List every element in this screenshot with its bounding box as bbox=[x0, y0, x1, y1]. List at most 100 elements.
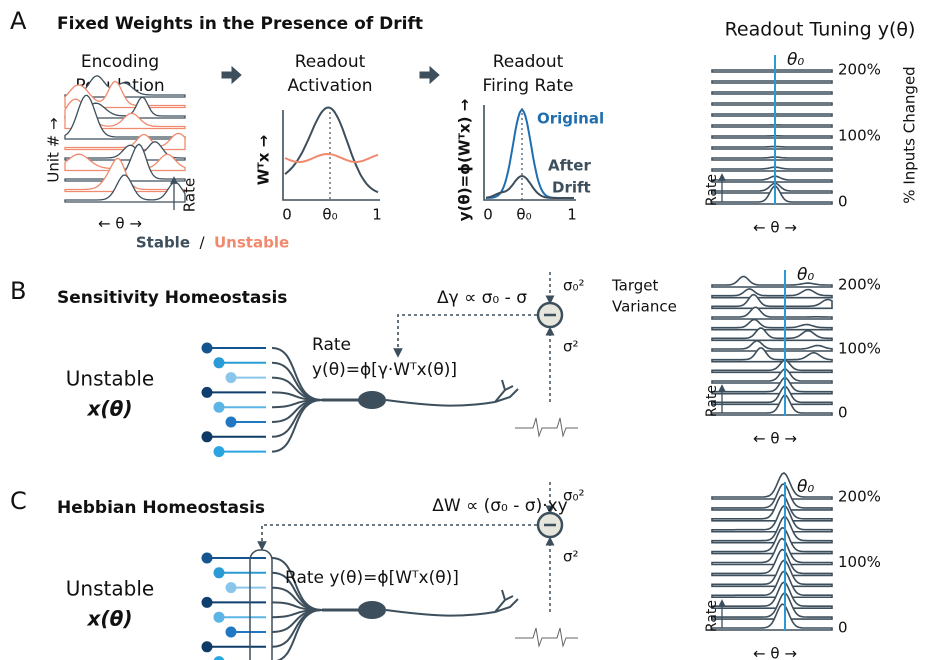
label: Δγ ∝ σ₀ - σ bbox=[437, 288, 527, 308]
x-tick-label: 1 bbox=[372, 206, 382, 224]
x-tick-label: θ₀ bbox=[516, 206, 531, 224]
panel-letter: A bbox=[10, 7, 27, 35]
tuning-curve bbox=[712, 136, 832, 138]
flow-arrow bbox=[420, 67, 439, 83]
tuning-curve bbox=[712, 387, 832, 405]
tuning-curve bbox=[712, 289, 832, 298]
input-node bbox=[226, 627, 237, 638]
tuning-curve bbox=[712, 114, 832, 116]
x-tick-label: 0 bbox=[483, 206, 493, 224]
label: Drift bbox=[552, 179, 591, 197]
label: Rate bbox=[704, 385, 720, 417]
level-label: 100% bbox=[838, 340, 881, 358]
tuning-curve bbox=[712, 70, 832, 72]
tuning-curve bbox=[712, 81, 832, 83]
input-node bbox=[214, 612, 225, 623]
input-node bbox=[202, 431, 213, 442]
label: θ₀ bbox=[797, 265, 814, 285]
input-node bbox=[214, 567, 225, 578]
spike-train bbox=[515, 628, 578, 646]
level-label: 0 bbox=[838, 404, 848, 422]
input-node bbox=[202, 343, 213, 354]
label: Rate bbox=[312, 335, 351, 355]
x-tick-label: θ₀ bbox=[322, 206, 337, 224]
label: ΔW ∝ (σ₀ - σ)·xy bbox=[432, 496, 568, 516]
input-node bbox=[226, 372, 237, 383]
x-tick-label: 0 bbox=[282, 206, 292, 224]
label: σ² bbox=[563, 548, 579, 566]
soma bbox=[358, 601, 386, 619]
tuning-curve bbox=[712, 92, 832, 94]
dendrite bbox=[272, 602, 322, 610]
label: σ₀² bbox=[563, 277, 585, 295]
axon-terminal bbox=[386, 380, 518, 406]
tuning-curve bbox=[712, 176, 832, 182]
level-label: 200% bbox=[838, 276, 881, 294]
label: Variance bbox=[612, 298, 677, 316]
label: Firing Rate bbox=[483, 76, 574, 96]
tuning-title: Readout Tuning y(θ) bbox=[725, 19, 916, 41]
label: Unstable bbox=[214, 234, 289, 252]
label: % Inputs Changed bbox=[901, 66, 919, 203]
label: Unstable bbox=[66, 367, 154, 391]
level-label: 100% bbox=[838, 553, 881, 571]
dendrite bbox=[272, 400, 322, 437]
tuning-curve bbox=[712, 157, 832, 160]
label: Readout bbox=[493, 52, 564, 72]
input-node bbox=[202, 553, 213, 564]
tuning-curve bbox=[712, 341, 832, 351]
feedback-arrow bbox=[398, 315, 537, 353]
label: Unit # → bbox=[45, 117, 63, 182]
input-node bbox=[202, 641, 213, 652]
label: Rate bbox=[704, 600, 720, 632]
activation-curve bbox=[285, 108, 378, 193]
label: ← θ → bbox=[753, 645, 797, 660]
label: Encoding bbox=[81, 52, 159, 72]
axon-terminal bbox=[386, 590, 518, 616]
input-node bbox=[214, 656, 225, 660]
level-label: 200% bbox=[838, 488, 881, 506]
panel-letter: B bbox=[10, 277, 26, 305]
figure: A Fixed Weights in the Presence of Drift E… bbox=[0, 0, 939, 660]
label: ← θ → bbox=[753, 219, 797, 237]
soma bbox=[358, 391, 386, 409]
label: ← θ → bbox=[98, 215, 142, 233]
tuning-curve bbox=[712, 395, 832, 415]
label: x(θ) bbox=[87, 397, 133, 421]
label: Rate bbox=[704, 174, 720, 206]
label: Wᵀx → bbox=[255, 135, 273, 185]
panel-title: Hebbian Homeostasis bbox=[57, 498, 265, 518]
tuning-curve bbox=[712, 320, 832, 330]
label: Readout bbox=[295, 52, 366, 72]
level-label: 100% bbox=[838, 127, 881, 145]
feedback-arrow bbox=[262, 525, 537, 546]
label: x(θ) bbox=[87, 607, 133, 631]
flow-arrow bbox=[222, 67, 241, 83]
level-label: 0 bbox=[838, 619, 848, 637]
label: Stable bbox=[136, 234, 190, 252]
panel-title: Fixed Weights in the Presence of Drift bbox=[57, 14, 423, 34]
dendrite bbox=[272, 392, 322, 400]
tuning-curve bbox=[712, 186, 832, 204]
x-tick-label: 1 bbox=[567, 206, 577, 224]
input-node bbox=[214, 402, 225, 413]
label: Original bbox=[537, 110, 604, 128]
tuning-curve bbox=[712, 147, 832, 149]
label: θ₀ bbox=[787, 50, 804, 70]
label: After bbox=[548, 157, 591, 175]
panel-letter: C bbox=[10, 487, 27, 515]
label: σ₀² bbox=[563, 487, 585, 505]
label: σ² bbox=[563, 338, 579, 356]
label: / bbox=[199, 234, 205, 252]
tuning-curve bbox=[712, 167, 832, 171]
input-node bbox=[214, 446, 225, 457]
panel-title: Sensitivity Homeostasis bbox=[57, 288, 287, 308]
label: θ₀ bbox=[797, 477, 814, 497]
dendrite bbox=[272, 610, 322, 647]
synapse-box bbox=[250, 550, 272, 660]
level-label: 0 bbox=[838, 193, 848, 211]
label: y(θ)=ϕ[γ·Wᵀx(θ)] bbox=[312, 360, 457, 380]
tuning-curve bbox=[712, 125, 832, 127]
label: ← θ → bbox=[753, 430, 797, 448]
label: y(θ)=ϕ(Wᵀx) → bbox=[456, 99, 474, 221]
